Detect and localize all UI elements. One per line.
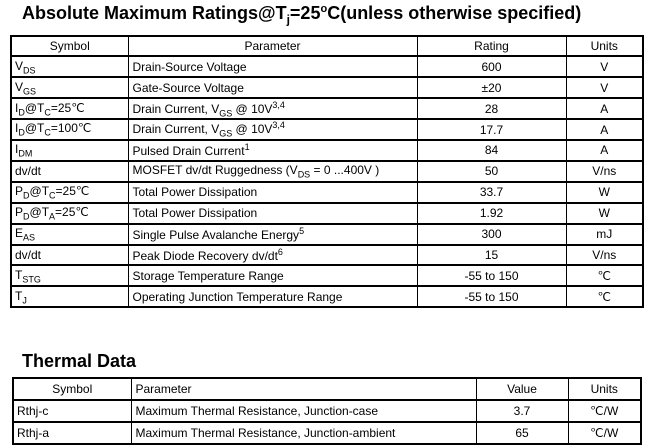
units-cell: ℃	[565, 264, 644, 288]
parameter-cell: Gate-Source Voltage	[127, 76, 418, 100]
units-cell: A	[565, 97, 644, 121]
rating-cell: 50	[416, 159, 567, 183]
parameter-cell: Storage Temperature Range	[127, 264, 418, 288]
table-row: PD@TA=25℃ Total Power Dissipation 1.92 W	[10, 201, 644, 225]
column-header-units: Units	[565, 34, 644, 58]
thermal-table-body: Rthj-c Maximum Thermal Resistance, Juncti…	[12, 399, 642, 445]
parameter-cell: Pulsed Drain Current1	[127, 139, 418, 162]
rating-cell: ±20	[416, 76, 567, 100]
parameter-cell: Maximum Thermal Resistance, Junction-cas…	[130, 399, 477, 424]
units-cell: V/ns	[565, 243, 644, 267]
column-header-value: Value	[475, 377, 569, 402]
column-header-rating: Rating	[416, 34, 567, 58]
table-row: ID@TC=25℃ Drain Current, VGS @ 10V3,4 28 A	[10, 97, 644, 121]
parameter-cell: Drain Current, VGS @ 10V3,4	[127, 118, 418, 142]
parameter-cell: MOSFET dv/dt Ruggedness (VDS = 0 ...400V…	[127, 159, 418, 183]
table-row: IDM Pulsed Drain Current1 84 A	[10, 139, 644, 162]
symbol-cell: dv/dt	[10, 159, 129, 183]
column-header-parameter: Parameter	[127, 34, 418, 58]
units-cell: W	[565, 180, 644, 204]
units-cell: ℃	[565, 285, 644, 309]
rating-cell: 1.92	[416, 201, 567, 225]
symbol-cell: TSTG	[10, 264, 129, 288]
value-cell: 3.7	[475, 399, 569, 424]
rating-cell: 84	[416, 139, 567, 162]
table-row: ID@TC=100℃ Drain Current, VGS @ 10V3,4 17.…	[10, 118, 644, 142]
datasheet-page: Absolute Maximum Ratings@Tj=25oC(unless …	[0, 3, 647, 445]
table-row: VGS Gate-Source Voltage ±20 V	[10, 76, 644, 100]
thermal-data-title: Thermal Data	[22, 351, 137, 372]
absolute-maximum-ratings-table: Symbol Parameter Rating Units VDS Drain-S…	[10, 34, 644, 309]
column-header-symbol: Symbol	[10, 34, 129, 58]
rating-cell: 17.7	[416, 118, 567, 142]
symbol-cell: VDS	[10, 55, 129, 79]
amr-table-body: VDS Drain-Source Voltage 600 V VGS Gate-Sourc…	[10, 55, 644, 309]
units-cell: A	[565, 139, 644, 162]
units-cell: mJ	[565, 222, 644, 246]
table-row: TSTG Storage Temperature Range -55 to 150 ℃	[10, 264, 644, 288]
symbol-cell: ID@TC=100℃	[10, 118, 129, 142]
parameter-cell: Single Pulse Avalanche Energy5	[127, 222, 418, 246]
table-row: Rthj-c Maximum Thermal Resistance, Juncti…	[12, 399, 642, 424]
parameter-cell: Drain Current, VGS @ 10V3,4	[127, 97, 418, 121]
table-row: VDS Drain-Source Voltage 600 V	[10, 55, 644, 79]
table-row: dv/dt Peak Diode Recovery dv/dt6 15 V/ns	[10, 243, 644, 267]
symbol-cell: IDM	[10, 139, 129, 162]
symbol-cell: PD@TC=25℃	[10, 180, 129, 204]
symbol-cell: EAS	[10, 222, 129, 246]
rating-cell: -55 to 150	[416, 285, 567, 309]
table-row: PD@TC=25℃ Total Power Dissipation 33.7 W	[10, 180, 644, 204]
rating-cell: 600	[416, 55, 567, 79]
units-cell: A	[565, 118, 644, 142]
symbol-cell: dv/dt	[10, 243, 129, 267]
column-header-units: Units	[567, 377, 642, 402]
symbol-cell: PD@TA=25℃	[10, 201, 129, 225]
units-cell: V	[565, 55, 644, 79]
absolute-maximum-ratings-title: Absolute Maximum Ratings@Tj=25oC(unless …	[22, 3, 582, 27]
rating-cell: 33.7	[416, 180, 567, 204]
parameter-cell: Operating Junction Temperature Range	[127, 285, 418, 309]
rating-cell: 300	[416, 222, 567, 246]
table-row: TJ Operating Junction Temperature Range -5…	[10, 285, 644, 309]
symbol-cell: TJ	[10, 285, 129, 309]
symbol-cell: Rthj-c	[12, 399, 132, 424]
symbol-cell: VGS	[10, 76, 129, 100]
column-header-symbol: Symbol	[12, 377, 132, 402]
parameter-cell: Drain-Source Voltage	[127, 55, 418, 79]
rating-cell: 28	[416, 97, 567, 121]
column-header-parameter: Parameter	[130, 377, 477, 402]
units-cell: W	[565, 201, 644, 225]
parameter-cell: Total Power Dissipation	[127, 201, 418, 225]
units-cell: V/ns	[565, 159, 644, 183]
table-row: dv/dt MOSFET dv/dt Ruggedness (VDS = 0 ..…	[10, 159, 644, 183]
parameter-cell: Peak Diode Recovery dv/dt6	[127, 243, 418, 267]
thermal-data-table: Symbol Parameter Value Units Rthj-c Maxim…	[12, 377, 642, 445]
symbol-cell: ID@TC=25℃	[10, 97, 129, 121]
table-header-row: Symbol Parameter Value Units	[12, 377, 642, 402]
units-cell: ℃/W	[567, 399, 642, 424]
parameter-cell: Total Power Dissipation	[127, 180, 418, 204]
rating-cell: -55 to 150	[416, 264, 567, 288]
units-cell: V	[565, 76, 644, 100]
rating-cell: 15	[416, 243, 567, 267]
table-row: EAS Single Pulse Avalanche Energy5 300 mJ	[10, 222, 644, 246]
table-header-row: Symbol Parameter Rating Units	[10, 34, 644, 58]
